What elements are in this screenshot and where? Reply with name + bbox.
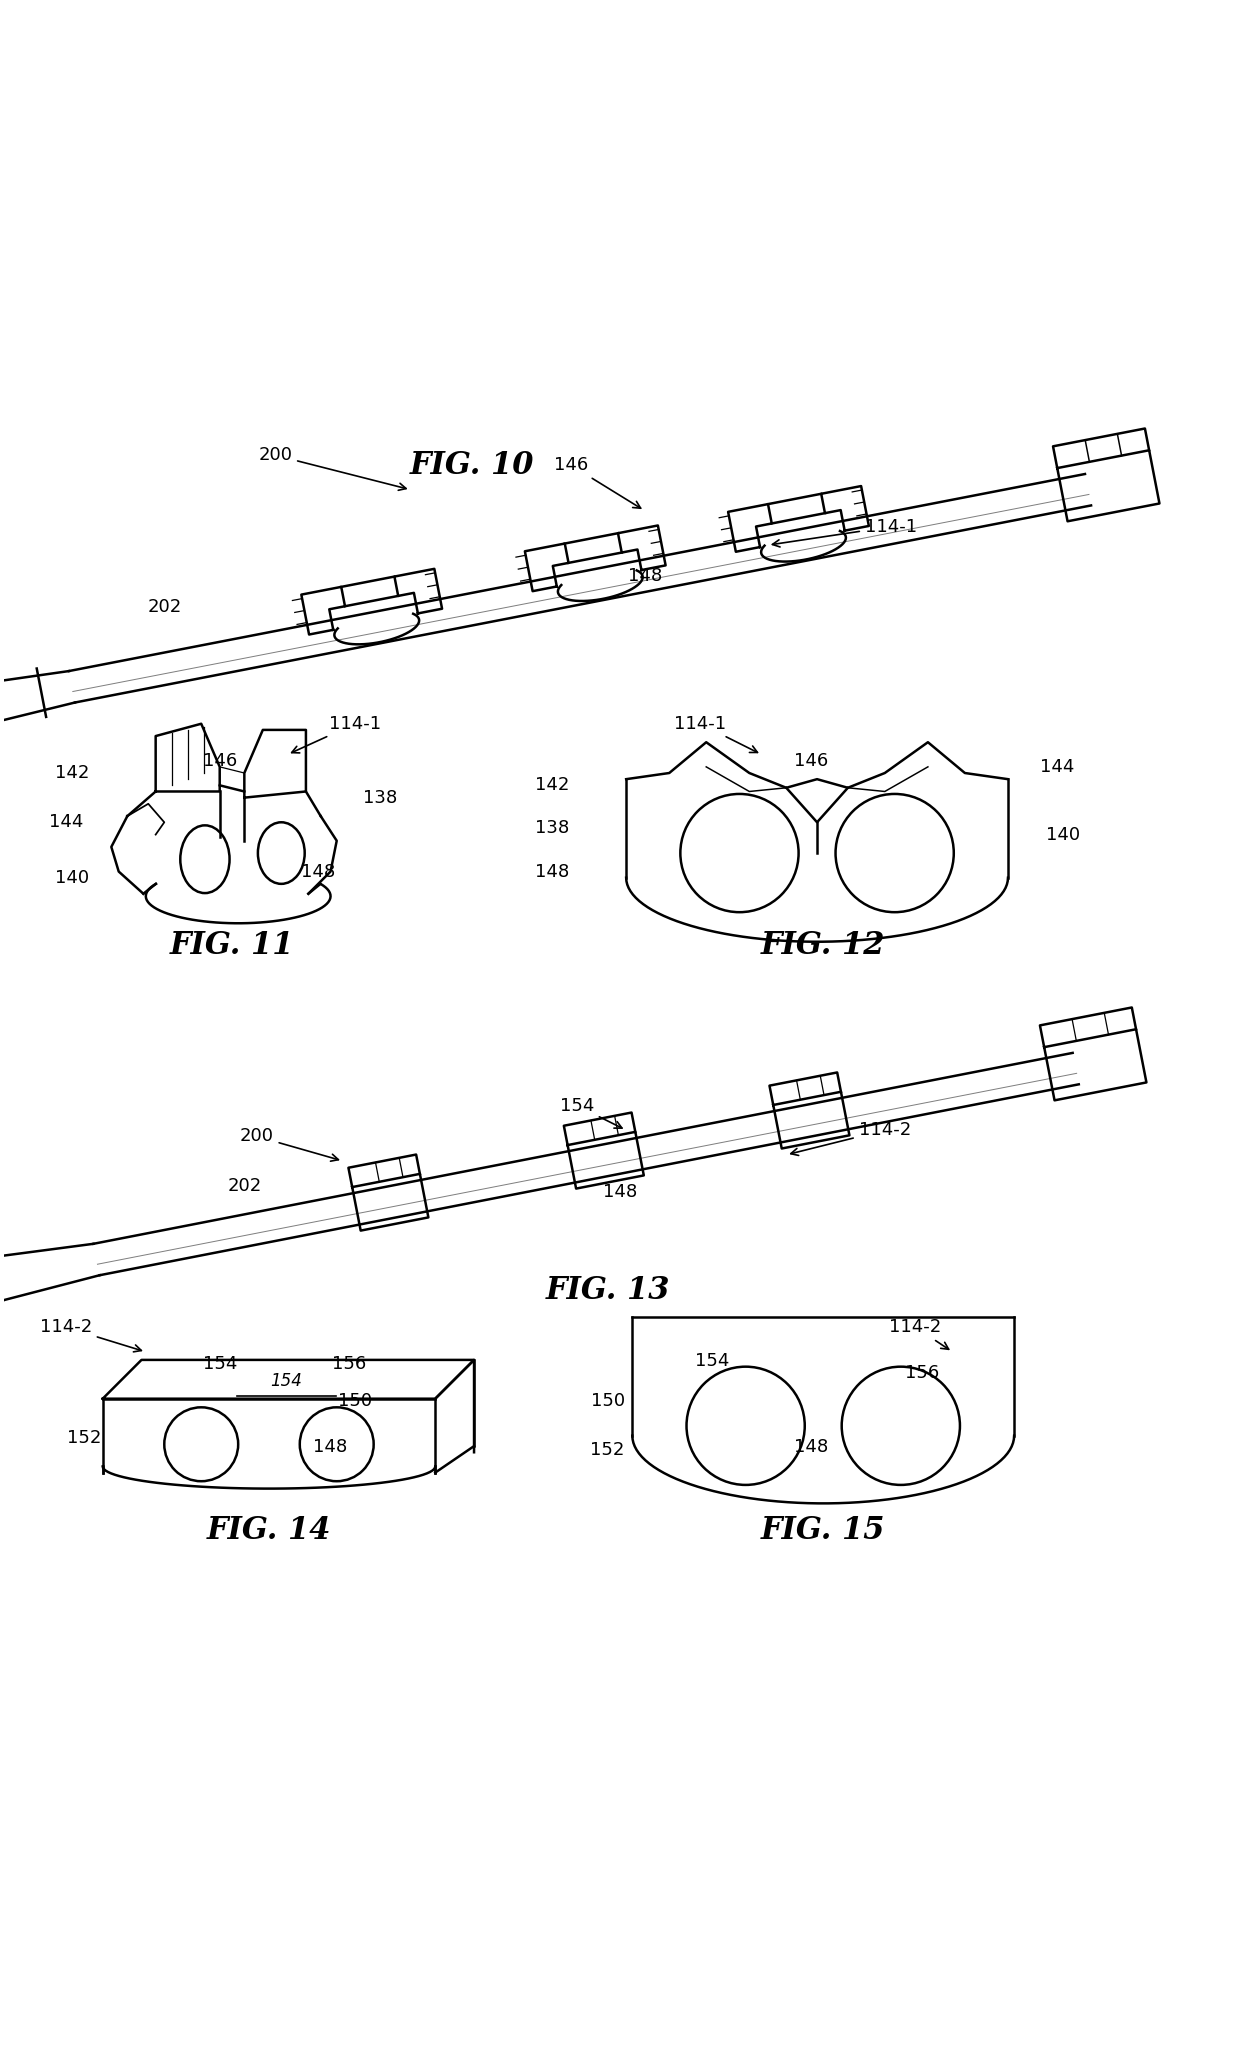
Text: 154: 154 [696,1352,729,1370]
Text: 148: 148 [627,566,662,585]
Text: 202: 202 [227,1177,262,1194]
Text: 146: 146 [794,753,828,769]
Text: 150: 150 [339,1393,372,1411]
Text: 142: 142 [55,765,89,781]
Text: 200: 200 [239,1128,339,1161]
Text: 156: 156 [905,1364,939,1382]
Text: 114-1: 114-1 [675,714,758,753]
Text: 152: 152 [67,1430,102,1448]
Text: 114-1: 114-1 [291,714,381,753]
Text: FIG. 15: FIG. 15 [761,1516,885,1546]
Text: 138: 138 [362,790,397,806]
Text: 114-2: 114-2 [40,1319,141,1352]
Text: 114-2: 114-2 [889,1319,949,1350]
Text: FIG. 13: FIG. 13 [546,1276,670,1306]
Text: 144: 144 [1040,759,1074,775]
Text: FIG. 12: FIG. 12 [761,929,885,962]
Text: FIG. 10: FIG. 10 [410,449,534,480]
Text: 200: 200 [258,447,407,490]
Text: 148: 148 [603,1183,637,1200]
Text: 146: 146 [553,455,641,509]
Text: 148: 148 [794,1438,828,1456]
Text: 148: 148 [314,1438,347,1456]
Text: 156: 156 [332,1356,366,1374]
Text: 152: 152 [590,1442,625,1460]
Text: 144: 144 [48,814,83,831]
Text: 114-1: 114-1 [773,517,918,548]
Text: FIG. 14: FIG. 14 [207,1516,331,1546]
Text: 154: 154 [559,1097,622,1128]
Text: 114-2: 114-2 [791,1122,911,1155]
Text: FIG. 11: FIG. 11 [170,929,294,962]
Text: 138: 138 [536,820,569,837]
Text: 202: 202 [148,597,181,615]
Text: 148: 148 [301,863,335,880]
Text: 154: 154 [270,1372,303,1391]
Text: 142: 142 [536,777,569,794]
Text: 146: 146 [202,753,237,769]
Text: 140: 140 [55,870,89,886]
Text: 140: 140 [1047,827,1080,843]
Text: 154: 154 [202,1356,237,1374]
Text: 148: 148 [536,863,569,880]
Text: 150: 150 [590,1393,625,1411]
